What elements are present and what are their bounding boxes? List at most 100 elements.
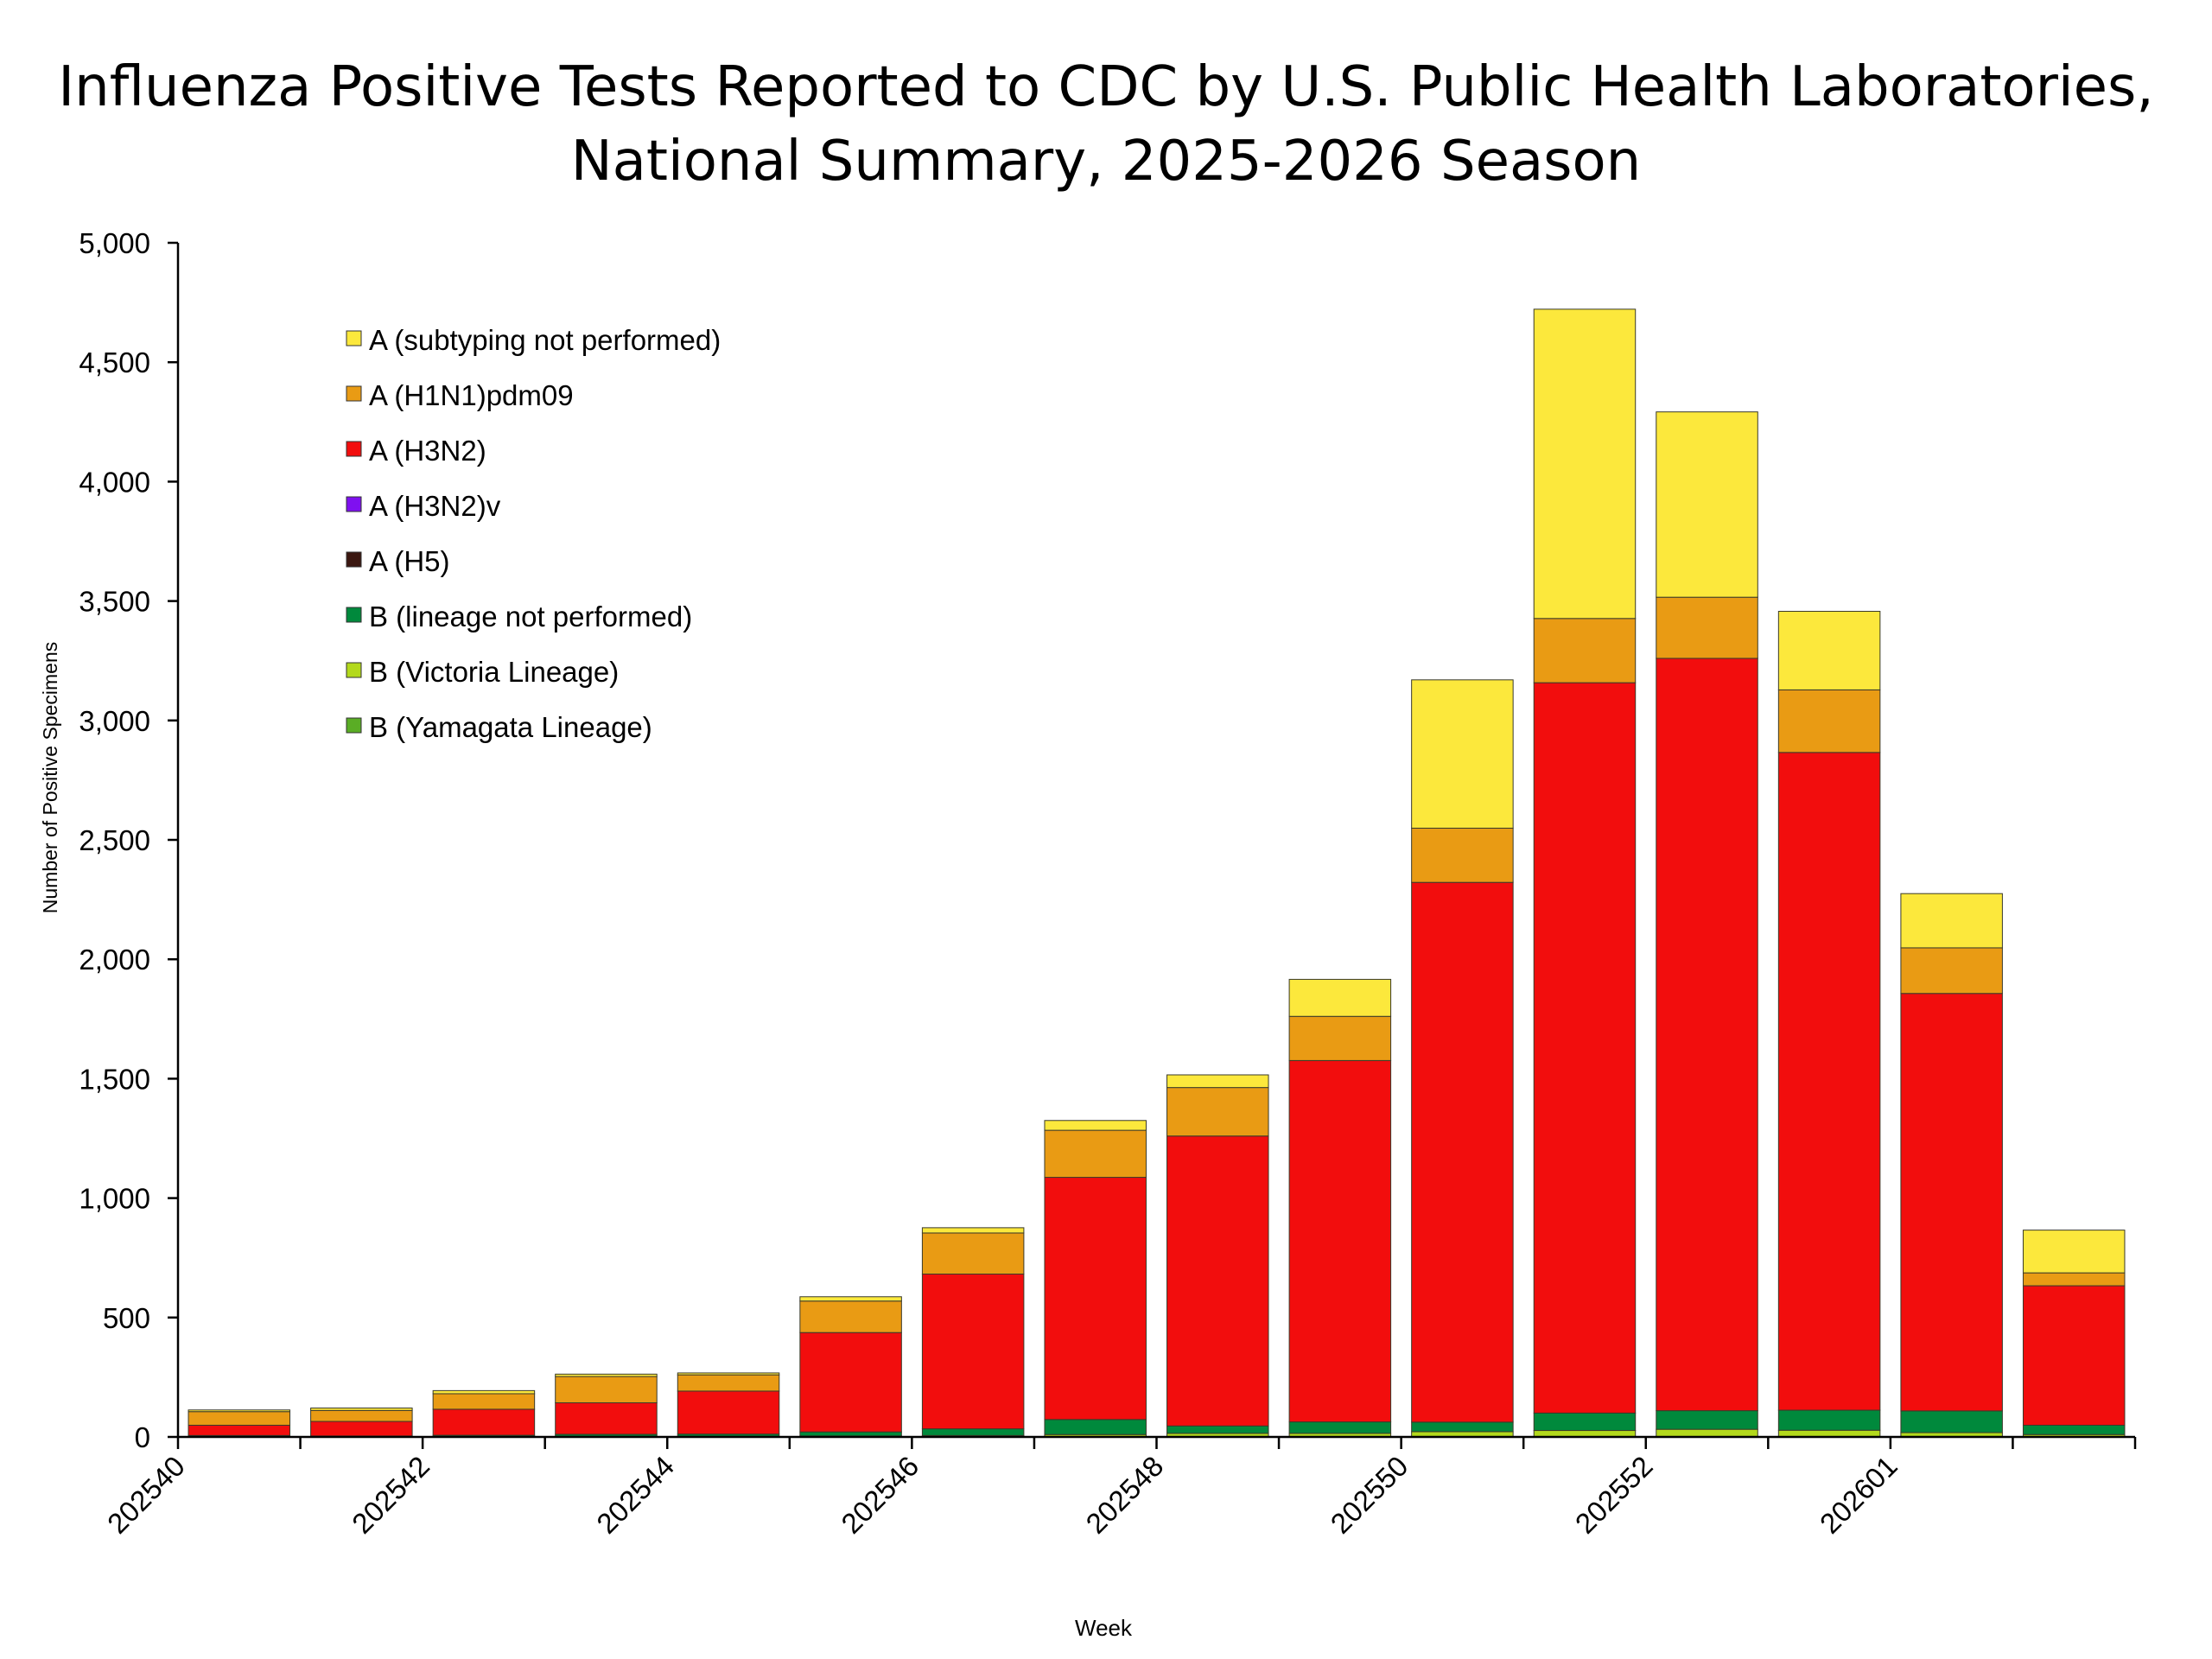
bar-segment	[1166, 1425, 1269, 1434]
bar-stack-202553	[1777, 610, 1881, 1438]
bar-segment	[1656, 596, 1758, 659]
bar-segment	[188, 1424, 291, 1436]
bar-stack-202602	[2022, 1230, 2126, 1438]
bar-stack-202543	[555, 1373, 658, 1438]
bar-segment	[1288, 1059, 1392, 1423]
y-tick-label: 500	[103, 1302, 150, 1334]
bar-segment	[310, 1408, 413, 1411]
bar-segment	[1411, 827, 1514, 883]
bar-segment	[677, 1372, 780, 1376]
y-tick-label: 2,500	[79, 824, 150, 856]
x-tick-label: 202544	[590, 1450, 680, 1540]
x-tick-label: 202601	[1814, 1450, 1904, 1540]
bar-segment	[1656, 1428, 1758, 1438]
legend-item: A (H3N2)	[346, 435, 486, 467]
bar-segment	[1288, 1421, 1392, 1434]
legend-item: B (Yamagata Lineage)	[346, 711, 652, 743]
bar-stack-202544	[677, 1372, 780, 1438]
bar-segment	[677, 1374, 780, 1392]
bar-stack-202547	[1044, 1120, 1147, 1438]
bar-segment	[1166, 1087, 1269, 1137]
x-tick-label: 202540	[101, 1450, 191, 1540]
legend-swatch	[346, 385, 362, 402]
bar-stack-202550	[1411, 679, 1514, 1438]
bar-segment	[799, 1296, 902, 1302]
bar-segment	[1288, 978, 1392, 1017]
bar-segment	[1656, 658, 1758, 1412]
legend-label: B (Yamagata Lineage)	[369, 711, 652, 743]
bar-stack-202542	[432, 1389, 536, 1438]
bar-segment	[1900, 1410, 2003, 1433]
bar-segment	[1533, 308, 1637, 620]
bar-segment	[1777, 752, 1881, 1411]
legend-label: B (Victoria Lineage)	[369, 656, 619, 688]
bar-segment	[1166, 1135, 1269, 1427]
bar-stack-202546	[921, 1227, 1025, 1438]
bar-segment	[1900, 993, 2003, 1412]
y-tick-label: 1,500	[79, 1063, 150, 1095]
bar-segment	[1777, 610, 1881, 690]
bar-segment	[677, 1390, 780, 1435]
legend-swatch	[346, 330, 362, 346]
bar-segment	[2022, 1285, 2126, 1426]
bars-layer	[188, 308, 2126, 1438]
chart-title: Influenza Positive Tests Reported to CDC…	[0, 50, 2212, 199]
bar-segment	[2022, 1272, 2126, 1287]
x-tick-label: 202542	[346, 1450, 435, 1540]
legend-swatch	[346, 551, 362, 568]
legend-item: B (lineage not performed)	[346, 601, 692, 632]
bar-segment	[432, 1393, 536, 1410]
legend-swatch	[346, 441, 362, 457]
bar-segment	[188, 1409, 291, 1413]
bar-segment	[310, 1409, 413, 1422]
y-tick-label: 0	[135, 1421, 150, 1453]
bar-segment	[1044, 1177, 1147, 1421]
bar-stack-202549	[1288, 978, 1392, 1438]
y-tick-label: 3,500	[79, 586, 150, 618]
bar-segment	[2022, 1230, 2126, 1274]
bar-stack-202552	[1656, 411, 1758, 1438]
bar-segment	[921, 1232, 1025, 1274]
legend-item: A (H1N1)pdm09	[346, 379, 574, 411]
legend-label: A (H5)	[369, 545, 450, 577]
y-tick-label: 1,000	[79, 1183, 150, 1215]
bar-segment	[555, 1373, 658, 1377]
legend-item: A (H5)	[346, 545, 450, 577]
bar-segment	[555, 1402, 658, 1435]
bar-segment	[1288, 1015, 1392, 1061]
bar-segment	[1411, 1421, 1514, 1433]
legend-item: A (subtyping not performed)	[346, 324, 721, 356]
bar-segment	[799, 1300, 902, 1333]
y-tick-label: 2,000	[79, 944, 150, 976]
bar-segment	[1656, 411, 1758, 598]
x-axis-title: Week	[1075, 1615, 1133, 1641]
bar-segment	[555, 1376, 658, 1403]
legend-label: A (H1N1)pdm09	[369, 379, 574, 411]
bar-stack-202540	[188, 1409, 291, 1438]
bar-segment	[1411, 679, 1514, 829]
y-tick-label: 4,000	[79, 466, 150, 498]
bar-segment	[1411, 881, 1514, 1423]
bar-segment	[1777, 689, 1881, 753]
legend-label: A (H3N2)v	[369, 490, 501, 522]
chart-title-line-2: National Summary, 2025-2026 Season	[570, 130, 1642, 194]
bar-segment	[1900, 947, 2003, 995]
bar-segment	[310, 1421, 413, 1437]
bar-segment	[799, 1431, 902, 1437]
bar-segment	[1044, 1419, 1147, 1435]
y-tick-label: 4,500	[79, 346, 150, 378]
bar-segment	[1044, 1120, 1147, 1131]
bar-segment	[432, 1408, 536, 1436]
x-tick-label: 202546	[835, 1450, 925, 1540]
legend-label: B (lineage not performed)	[369, 601, 692, 632]
y-tick-label: 5,000	[79, 227, 150, 259]
bar-segment	[921, 1227, 1025, 1234]
x-tick-label: 202548	[1079, 1450, 1169, 1540]
bar-segment	[921, 1273, 1025, 1430]
bar-stack-202601	[1900, 893, 2003, 1438]
x-tick-label: 202552	[1569, 1450, 1659, 1540]
bar-stack-202541	[310, 1408, 413, 1438]
bar-segment	[1777, 1409, 1881, 1431]
legend: A (subtyping not performed) A (H1N1)pdm09…	[346, 324, 721, 743]
